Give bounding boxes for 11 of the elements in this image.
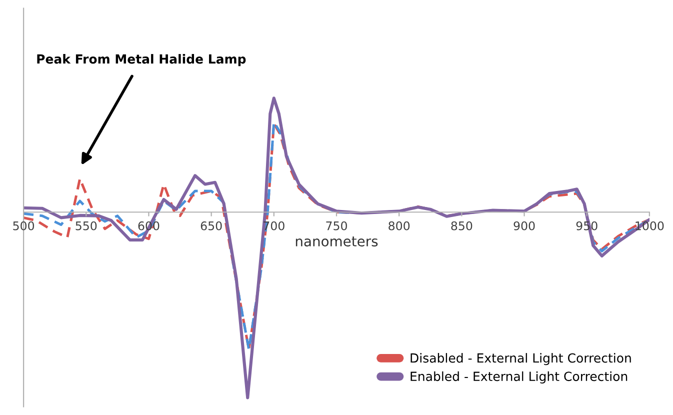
- x-tick-label: 750: [326, 221, 347, 230]
- x-axis-title: nanometers: [296, 236, 378, 246]
- x-tick-label: 800: [388, 221, 410, 230]
- x-tick-label: 500: [13, 221, 34, 230]
- text: Peak From Metal Halide Lamp: [37, 54, 246, 66]
- x-tick-label: 850: [451, 221, 472, 230]
- legend-label: Enabled - External Light Correction: [410, 371, 628, 384]
- x-tick-label: 650: [200, 221, 222, 230]
- legend-label: Disabled - External Light Correction: [410, 353, 631, 366]
- x-tick-label: 550: [76, 221, 97, 230]
- x-tick-label: 900: [514, 221, 535, 230]
